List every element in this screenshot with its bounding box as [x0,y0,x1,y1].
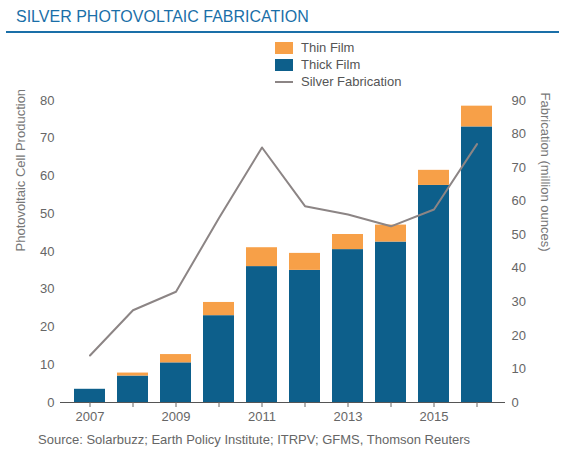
svg-text:60: 60 [40,168,54,183]
svg-text:90: 90 [512,93,526,108]
svg-text:2007: 2007 [76,409,105,424]
svg-text:2011: 2011 [248,409,276,424]
html-text:Thick Film: Thick Film [301,57,361,72]
svg-text:10: 10 [512,361,526,376]
svg-text:0: 0 [512,395,519,410]
svg-text:0: 0 [47,395,54,410]
svg-text:20: 20 [512,328,526,343]
svg-text:2015: 2015 [420,409,449,424]
html-text:Thin Film: Thin Film [301,40,355,55]
svg-text:50: 50 [512,227,526,242]
svg-text:70: 70 [512,160,526,175]
html-text:Silver Fabrication: Silver Fabrication [301,74,402,89]
svg-text:80: 80 [512,126,526,141]
svg-text:Silver Fabrication (million ou: Silver Fabrication (million ounces) [538,90,553,252]
svg-text:2013: 2013 [334,409,363,424]
svg-text:10: 10 [40,357,54,372]
svg-text:60: 60 [512,193,526,208]
svg-text:80: 80 [40,93,54,108]
svg-text:20: 20 [40,319,54,334]
svg-text:2009: 2009 [162,409,191,424]
svg-text:40: 40 [40,244,54,259]
svg-text:40: 40 [512,260,526,275]
html-text:Source: Solarbuzz; Earth Polic: Source: Solarbuzz; Earth Policy Institut… [38,432,471,447]
svg-text:Photovoltaic Cell Production (: Photovoltaic Cell Production (gigawatts) [13,90,28,252]
svg-text:30: 30 [40,281,54,296]
svg-text:50: 50 [40,206,54,221]
svg-text:70: 70 [40,130,54,145]
html-text:SILVER PHOTOVOLTAIC FABRICATIO: SILVER PHOTOVOLTAIC FABRICATION [16,8,309,25]
svg-text:30: 30 [512,294,526,309]
